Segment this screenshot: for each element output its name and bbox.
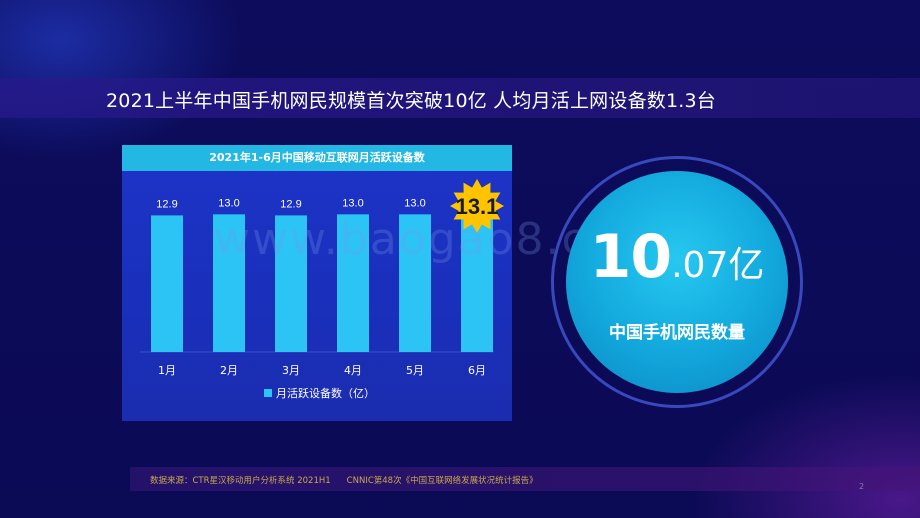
bar-2 <box>213 214 245 352</box>
stat-circle <box>566 171 788 393</box>
legend-swatch <box>264 389 272 397</box>
x-tick-2: 2月 <box>220 364 238 377</box>
chart-panel-footer <box>122 400 512 421</box>
bar-5 <box>399 214 431 352</box>
bar-3 <box>275 215 307 352</box>
stat-integer: 10 <box>589 222 672 292</box>
x-tick-3: 3月 <box>282 364 300 377</box>
highlight-badge-label: 13.1 <box>456 194 499 219</box>
data-label-3: 12.9 <box>280 198 301 210</box>
stat-label: 中国手机网民数量 <box>609 323 745 343</box>
page-number: 2 <box>859 482 865 491</box>
slide-title: 2021上半年中国手机网民规模首次突破10亿 人均月活上网设备数1.3台 <box>106 90 716 112</box>
stat-decimal: .07亿 <box>671 245 765 286</box>
stat-value: 10.07亿 <box>566 222 788 292</box>
x-tick-5: 5月 <box>406 364 424 377</box>
data-label-5: 13.0 <box>404 197 425 209</box>
source-note: 数据来源：CTR星汉移动用户分析系统 2021H1 CNNIC第48次《中国互联网… <box>150 474 538 486</box>
source-band <box>130 467 920 491</box>
data-label-2: 13.0 <box>218 197 239 209</box>
chart-panel <box>122 145 512 421</box>
title-band <box>0 78 920 118</box>
data-label-4: 13.0 <box>342 197 363 209</box>
bar-6 <box>461 213 493 352</box>
bar-1 <box>151 215 183 352</box>
stat-circle-ring <box>551 156 803 408</box>
x-tick-1: 1月 <box>158 364 176 377</box>
data-label-1: 12.9 <box>156 198 177 210</box>
source-item-2: CNNIC第48次《中国互联网络发展状况统计报告》 <box>346 476 538 486</box>
x-tick-6: 6月 <box>468 364 486 377</box>
x-tick-4: 4月 <box>344 364 362 377</box>
chart-title: 2021年1-6月中国移动互联网月活跃设备数 <box>122 145 512 171</box>
bar-4 <box>337 214 369 352</box>
source-item-1: 数据来源：CTR星汉移动用户分析系统 2021H1 <box>150 476 331 486</box>
highlight-badge-icon <box>450 179 504 233</box>
legend-label: 月活跃设备数（亿） <box>276 386 375 400</box>
